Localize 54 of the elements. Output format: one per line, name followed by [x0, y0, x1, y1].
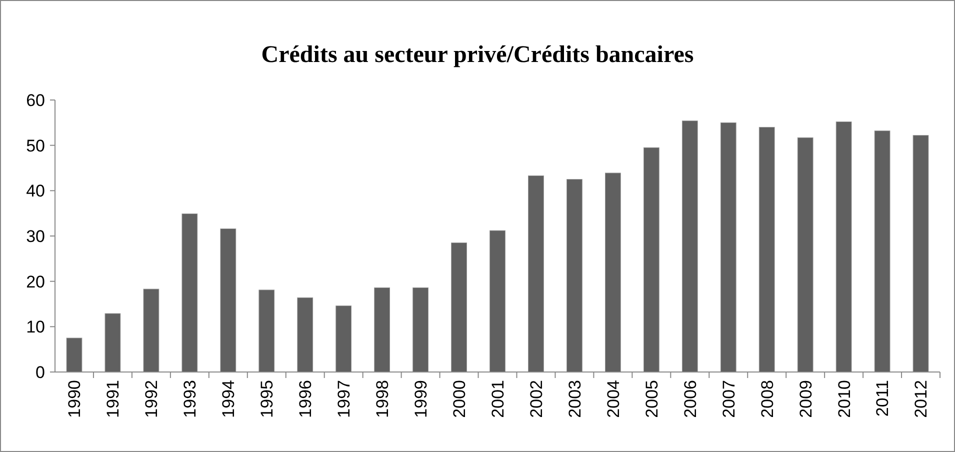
x-tick-label: 1997	[334, 380, 354, 418]
bar	[220, 228, 236, 372]
bar	[490, 230, 506, 372]
bar	[874, 130, 890, 372]
bar	[182, 214, 198, 372]
x-tick-label: 1999	[411, 380, 430, 418]
x-tick-label: 1996	[296, 380, 316, 418]
bar	[528, 175, 544, 372]
x-tick-label: 2010	[834, 380, 854, 418]
y-tick-label: 30	[26, 226, 45, 246]
x-tick-label: 1991	[104, 380, 123, 418]
x-tick-label: 1990	[65, 380, 84, 418]
bar	[604, 172, 621, 372]
x-tick-label: 2002	[526, 380, 546, 418]
x-tick-label: 1992	[142, 380, 162, 418]
x-tick-label: 2009	[796, 380, 816, 418]
y-tick-label: 10	[26, 318, 45, 337]
bar	[451, 242, 467, 372]
x-tick-label: 2012	[912, 380, 931, 418]
y-tick-label: 50	[26, 136, 45, 156]
bar	[104, 313, 121, 372]
bar	[643, 147, 660, 372]
x-tick-label: 2006	[680, 380, 700, 418]
chart-title: Crédits au secteur privé/Crédits bancaires	[261, 42, 694, 68]
bar	[797, 137, 814, 372]
x-tick-label: 2007	[719, 380, 738, 418]
x-tick-label: 2003	[565, 380, 584, 418]
x-tick-label: 2008	[758, 380, 777, 418]
bar	[836, 122, 852, 372]
x-tick-label: 1995	[258, 380, 277, 418]
bar	[297, 297, 314, 372]
bar	[566, 179, 582, 372]
bar	[682, 120, 698, 372]
x-tick-label: 2004	[604, 380, 623, 418]
y-tick-label: 0	[36, 362, 45, 382]
x-tick-label: 1994	[219, 380, 238, 418]
bar	[258, 290, 275, 372]
bar	[412, 287, 428, 372]
bar	[143, 288, 160, 372]
y-tick-label: 20	[26, 272, 45, 292]
bar	[758, 126, 775, 372]
bar	[374, 287, 390, 372]
x-tick-label: 2011	[873, 380, 892, 417]
x-tick-label: 2000	[450, 380, 469, 418]
x-tick-label: 1993	[180, 380, 200, 418]
x-tick-label: 2005	[642, 380, 662, 418]
bar	[336, 306, 352, 372]
bar	[66, 338, 82, 372]
x-tick-label: 1998	[373, 380, 392, 418]
x-tick-label: 2001	[488, 380, 508, 418]
y-tick-label: 40	[26, 182, 45, 201]
bar	[912, 135, 929, 372]
y-tick-label: 60	[26, 90, 45, 110]
bar	[720, 122, 736, 372]
